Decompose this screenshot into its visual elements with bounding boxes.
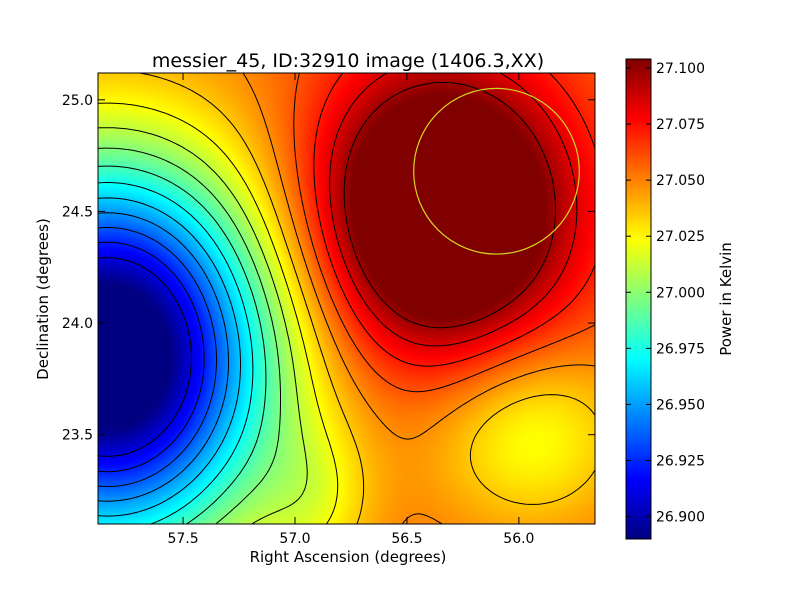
colorbar-tick-label: 27.025: [656, 229, 705, 245]
y-tick-label: 25.0: [62, 93, 93, 109]
contour-line-9: [97, 102, 339, 525]
contour-line-15: [343, 82, 556, 329]
y-axis-ticks: 23.5 24.0 24.5 25.0: [62, 93, 595, 444]
contour-line-5: [97, 182, 254, 525]
colorbar-label: Power in Kelvin: [717, 242, 735, 356]
colorbar: 26.900 26.925 26.950 26.975 27.000 27.025 27.0…: [625, 58, 735, 540]
colorbar-tick-label: 26.925: [656, 453, 705, 469]
colorbar-tick-label: 26.900: [656, 510, 705, 526]
beam-circle: [413, 87, 580, 255]
contour-line-11: [242, 72, 596, 525]
contour-line-14: [329, 72, 578, 347]
x-tick-label: 57.0: [279, 531, 310, 547]
y-tick-label: 24.5: [62, 204, 93, 220]
contour-line-1: [97, 241, 205, 473]
colorbar-frame: [625, 58, 652, 540]
x-tick-label: 56.0: [503, 531, 534, 547]
contour-line-2: [97, 227, 217, 487]
colorbar-gradient: [626, 59, 651, 539]
contour-line-8: [97, 127, 308, 525]
y-tick-label: 24.0: [62, 316, 93, 332]
x-axis-label: Right Ascension (degrees): [250, 548, 447, 566]
contour-lines: [97, 72, 596, 525]
contour-line-6: [97, 165, 267, 525]
colorbar-tick-label: 27.050: [656, 173, 705, 189]
x-axis-ticks: 57.5 57.0 56.5 56.0: [167, 73, 534, 547]
y-axis-label: Declination (degrees): [34, 218, 52, 380]
colorbar-tick-label: 27.075: [656, 117, 705, 133]
x-tick-label: 56.5: [391, 531, 422, 547]
colorbar-tick-label: 26.975: [656, 341, 705, 357]
contour-line-3: [97, 212, 229, 502]
contour-line-7: [97, 147, 281, 525]
contour-line-0: [97, 257, 192, 457]
contour-line-12: [293, 72, 596, 393]
colorbar-ticks: 26.900 26.925 26.950 26.975 27.000 27.025 27.0…: [626, 61, 705, 526]
x-tick-label: 57.5: [167, 531, 198, 547]
contour-line-4: [97, 197, 241, 517]
plot-frame: [97, 72, 596, 525]
colorbar-tick-label: 26.950: [656, 397, 705, 413]
colorbar-tick-label: 27.100: [656, 61, 705, 77]
chart-title: messier_45, ID:32910 image (1406.3,XX): [152, 50, 544, 72]
plot-area: 57.5 57.0 56.5 56.0 23.5 24.0 24.5 25.0: [62, 72, 596, 547]
colorbar-tick-label: 27.000: [656, 285, 705, 301]
y-tick-label: 23.5: [62, 428, 93, 444]
